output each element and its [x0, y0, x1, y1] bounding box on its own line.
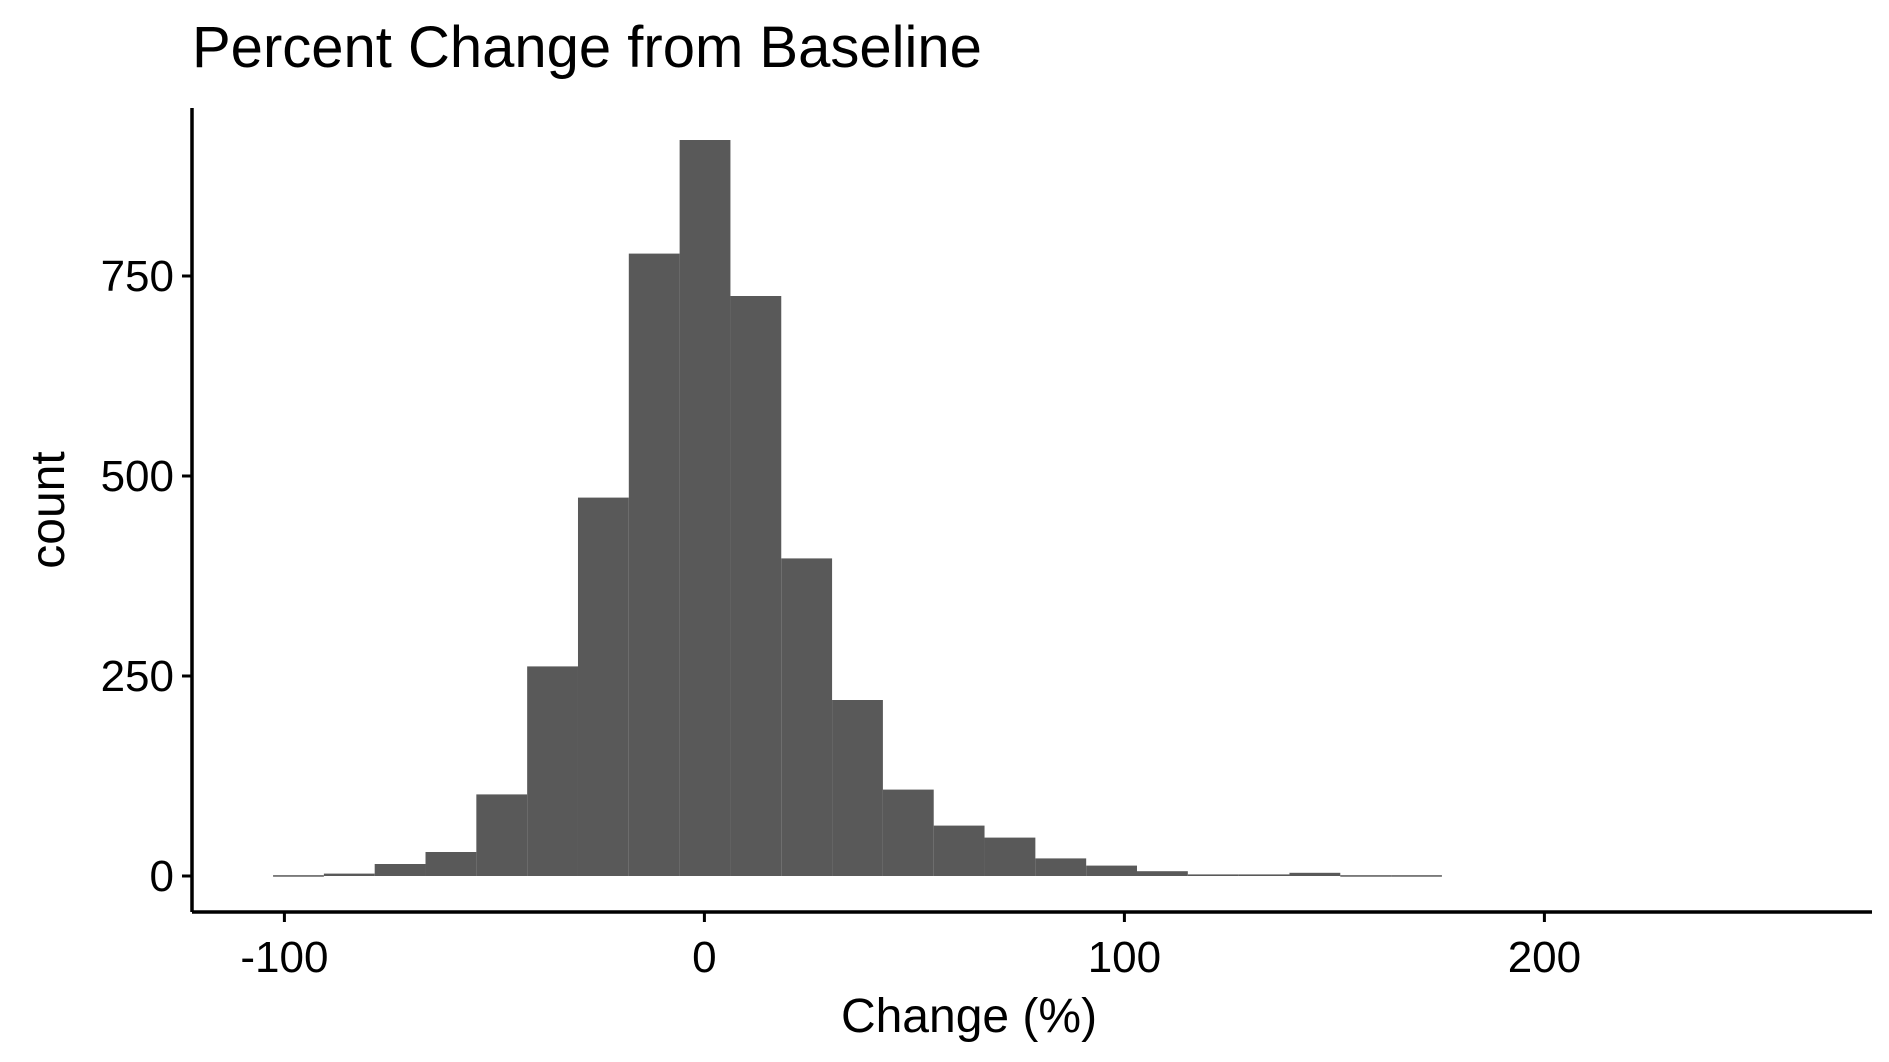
histogram-bar-14	[984, 837, 1036, 876]
x-tick-label-3: 200	[1508, 933, 1581, 982]
x-tick-label-0: -100	[240, 933, 328, 982]
histogram-bar-9	[730, 296, 782, 876]
histogram-bar-4	[476, 794, 528, 876]
histogram-bar-17	[1137, 871, 1188, 876]
histogram-bar-13	[933, 825, 985, 876]
histogram-bar-15	[1035, 858, 1087, 876]
histogram-bar-2	[374, 864, 426, 876]
histogram-bar-6	[577, 497, 629, 876]
x-tick-label-1: 0	[692, 933, 716, 982]
y-axis-title: count	[22, 451, 75, 568]
y-tick-label-2: 500	[101, 452, 174, 501]
histogram-bar-5	[527, 666, 578, 876]
histogram-bars	[273, 140, 1442, 877]
histogram-bar-19	[1238, 874, 1290, 876]
histogram-bar-20	[1289, 872, 1341, 876]
x-axis-title: Change (%)	[841, 990, 1097, 1043]
histogram-bar-11	[832, 700, 883, 876]
y-tick-label-1: 250	[101, 652, 174, 701]
chart-title: Percent Change from Baseline	[192, 15, 982, 80]
histogram-bar-22	[1391, 875, 1442, 877]
histogram-bar-16	[1086, 865, 1137, 876]
histogram-bar-0	[273, 875, 324, 877]
histogram-bar-7	[628, 253, 680, 877]
histogram-bar-10	[781, 558, 833, 876]
x-tick-label-2: 100	[1088, 933, 1161, 982]
histogram-bar-3	[425, 852, 477, 876]
y-tick-label-0: 0	[150, 852, 174, 901]
histogram-bar-12	[882, 789, 934, 876]
histogram-bar-18	[1187, 874, 1239, 876]
x-axis-ticks: -100 0 100 200	[240, 912, 1581, 982]
histogram-bar-8	[679, 140, 731, 876]
y-tick-label-3: 750	[101, 252, 174, 301]
histogram-bar-21	[1340, 875, 1392, 877]
y-axis-ticks: 0 250 500 750	[101, 252, 192, 901]
histogram-bar-1	[323, 873, 375, 876]
